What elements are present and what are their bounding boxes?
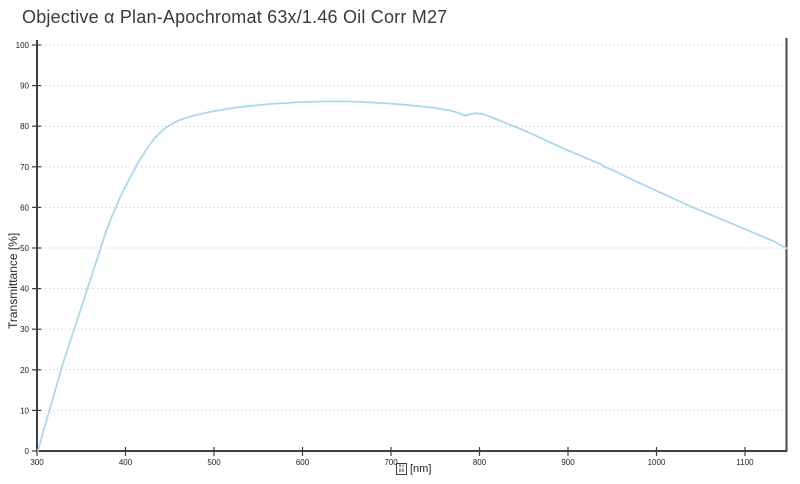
gridlines (37, 44, 787, 411)
y-tick-label: 80 (20, 122, 29, 131)
x-tick-label: 900 (561, 458, 575, 467)
tofu-hex-row: 03 (398, 464, 405, 469)
x-axis-label: 03 BB [nm] (396, 463, 431, 475)
y-tick-label: 100 (16, 41, 30, 50)
x-tick-label: 500 (207, 458, 221, 467)
x-tick-label: 600 (296, 458, 310, 467)
x-tick-label: 700 (384, 458, 398, 467)
y-axis: 0 10 20 30 40 50 60 70 80 90 100 (16, 40, 41, 456)
x-tick-label: 400 (119, 458, 133, 467)
y-tick-label: 60 (20, 203, 29, 212)
y-tick-label: 70 (20, 163, 29, 172)
x-tick-label: 300 (30, 458, 44, 467)
x-axis-unit-label: [nm] (410, 463, 432, 475)
missing-glyph-box-icon: 03 BB (396, 463, 407, 475)
y-tick-label: 10 (20, 406, 29, 415)
y-tick-label: 20 (20, 366, 29, 375)
y-tick-label: 30 (20, 325, 29, 334)
y-tick-label: 90 (20, 82, 29, 91)
x-axis: 300 400 500 600 700 800 900 1000 1100 (30, 447, 788, 467)
x-tick-label: 1100 (736, 458, 754, 467)
transmittance-curve (37, 100, 789, 452)
chart-title: Objective α Plan-Apochromat 63x/1.46 Oil… (22, 7, 448, 27)
y-tick-label: 0 (25, 447, 30, 456)
x-tick-label: 1000 (648, 458, 666, 467)
y-tick-label: 50 (20, 244, 29, 253)
tofu-hex-row: BB (398, 469, 405, 474)
y-tick-label: 40 (20, 285, 29, 294)
x-tick-label: 800 (473, 458, 487, 467)
